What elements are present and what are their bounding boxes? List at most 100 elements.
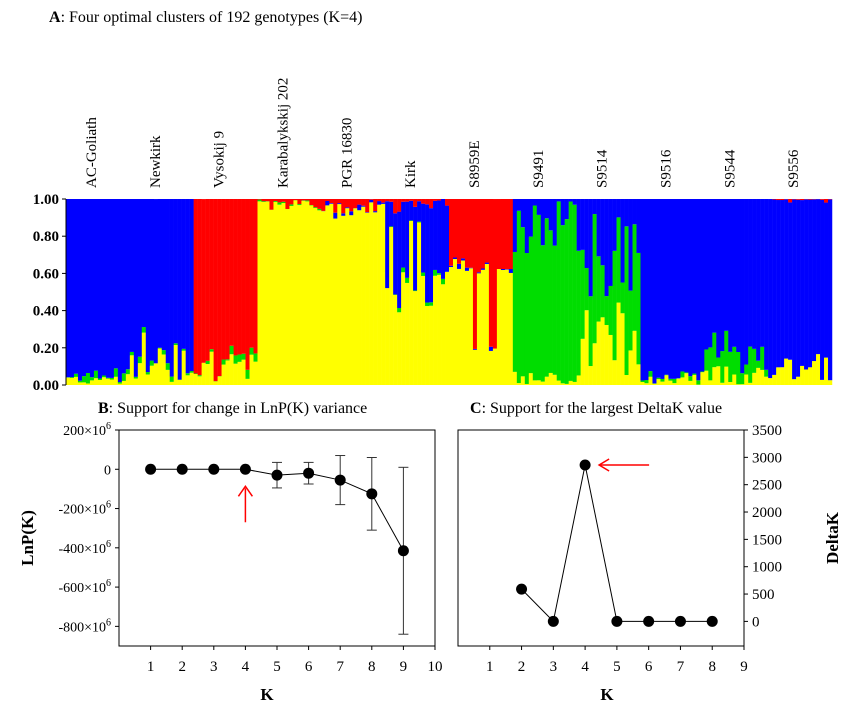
genotype-bar-63-yellow [313, 208, 318, 385]
genotype-bar-132-blue [588, 199, 593, 297]
genotype-bar-33-yellow [193, 373, 198, 385]
genotype-bar-173-green [752, 348, 757, 373]
genotype-bar-96-yellow [445, 271, 450, 385]
genotype-bar-174-yellow [756, 367, 761, 385]
genotype-bar-126-blue [564, 199, 569, 220]
genotype-bar-10-yellow [101, 377, 107, 385]
genotype-bar-88-blue [413, 206, 418, 291]
genotype-bar-87-red [409, 199, 414, 201]
genotype-bar-123-yellow [552, 374, 557, 385]
genotype-bar-59-yellow [297, 205, 302, 385]
genotype-bar-122-green [548, 230, 553, 373]
deltak-x-tick-label: 2 [518, 659, 526, 675]
genotype-bar-88-yellow [413, 291, 418, 385]
lnpk-arrow-head [237, 484, 254, 497]
genotype-bar-143-blue [632, 199, 637, 225]
genotype-bar-94-green [437, 273, 442, 275]
genotype-bar-170-blue [740, 199, 745, 374]
structure-plot-panel: A: Four optimal clusters of 192 genotype… [33, 9, 833, 394]
genotype-bar-184-yellow [796, 376, 801, 385]
genotype-bar-104-blue [476, 272, 482, 274]
genotype-bar-28-green [173, 343, 178, 345]
genotype-bar-130-yellow [580, 338, 585, 385]
genotype-bar-71-red [345, 199, 350, 208]
genotype-bar-146-blue [644, 199, 649, 381]
genotype-bar-34-green [197, 375, 202, 377]
genotype-bar-138-green [612, 250, 617, 361]
genotype-bar-25-blue [161, 199, 166, 351]
lnpk-x-tick-label: 4 [242, 659, 250, 675]
genotype-bar-27-blue [169, 199, 174, 377]
genotype-bar-92-red [429, 199, 434, 209]
genotype-bar-42-red [229, 199, 234, 346]
genotype-bar-76-red [365, 199, 370, 213]
genotype-bar-115-blue [520, 199, 526, 228]
genotype-bar-184-red [796, 199, 801, 200]
lnpk-title-text: : Support for change in LnP(K) variance [109, 400, 368, 417]
genotype-bar-167-green [728, 351, 733, 383]
genotype-bar-80-red [381, 199, 386, 203]
structure-plot-title: A: Four optimal clusters of 192 genotype… [49, 9, 362, 26]
genotype-bar-110-blue [500, 269, 506, 271]
lnpk-x-tick-label: 9 [400, 659, 408, 675]
genotype-bar-24-blue [157, 199, 162, 348]
genotype-label: S9544 [722, 149, 738, 188]
genotype-bar-138-yellow [612, 360, 617, 385]
genotype-bar-57-red [289, 199, 294, 205]
genotype-bar-121-blue [544, 199, 549, 219]
genotype-bar-98-red [452, 199, 458, 258]
genotype-bar-137-green [608, 285, 613, 335]
genotype-bar-126-yellow [564, 383, 569, 385]
genotype-bar-129-green [576, 250, 581, 376]
genotype-bar-134-blue [596, 199, 601, 257]
genotype-bar-111-blue [504, 269, 510, 270]
genotype-bar-93-red [433, 199, 438, 201]
genotype-bar-139-green [616, 217, 621, 303]
deltak-title-text: : Support for the largest DeltaK value [482, 400, 723, 417]
genotype-bar-117-green [528, 236, 534, 374]
genotype-bar-34-yellow [197, 376, 202, 385]
lnpk-point [145, 463, 157, 475]
genotype-bar-47-green [249, 347, 254, 355]
genotype-bar-141-yellow [624, 375, 629, 385]
genotype-bar-102-red [468, 199, 474, 268]
genotype-bar-117-yellow [528, 373, 534, 385]
genotype-bar-187-red [808, 199, 813, 200]
genotype-bar-142-blue [628, 199, 633, 291]
genotype-bar-89-green [417, 221, 422, 223]
genotype-bar-27-green [169, 376, 174, 382]
genotype-bar-22-green [149, 360, 155, 366]
genotype-bar-15-green [121, 373, 127, 381]
genotype-bar-69-blue [337, 203, 342, 205]
genotype-bar-178-blue [772, 199, 777, 375]
genotype-bar-7-green [89, 377, 95, 381]
genotype-bar-124-blue [556, 199, 561, 202]
lnpk-point [334, 474, 346, 486]
genotype-bar-171-green [744, 364, 749, 375]
lnpk-y-axis-label: LnP(K) [18, 510, 37, 566]
genotype-bar-20-blue [141, 199, 147, 328]
genotype-bar-48-red [253, 199, 258, 354]
lnpk-chart: 1 2 3 4 5 6 7 8 9 10 200×106 0 -200×106 -400×106 -600×… [58, 421, 442, 675]
genotype-bar-52-yellow [269, 209, 274, 385]
genotype-bar-138-blue [612, 199, 617, 251]
genotype-bar-160-green [700, 371, 705, 373]
genotype-bar-64-yellow [317, 210, 322, 385]
genotype-bar-30-green [181, 348, 186, 351]
genotype-bar-6-yellow [85, 383, 91, 385]
genotype-bar-123-green [552, 245, 557, 375]
genotype-bar-5-green [81, 376, 87, 383]
lnpk-point [176, 463, 188, 475]
genotype-bar-89-blue [417, 201, 422, 222]
genotype-bar-55-yellow [281, 203, 286, 385]
genotype-bar-49-yellow [257, 201, 262, 385]
genotype-bar-39-yellow [217, 376, 222, 385]
genotype-bar-85-green [401, 267, 406, 273]
genotype-bar-186-blue [804, 199, 809, 370]
genotype-bar-56-red [285, 199, 290, 209]
genotype-bar-93-blue [433, 200, 438, 270]
genotype-bar-119-green [536, 214, 542, 381]
lnpk-y-tick-label: -200×106 [58, 500, 111, 518]
genotype-bar-180-yellow [780, 367, 785, 385]
genotype-bar-100-blue [460, 258, 466, 261]
